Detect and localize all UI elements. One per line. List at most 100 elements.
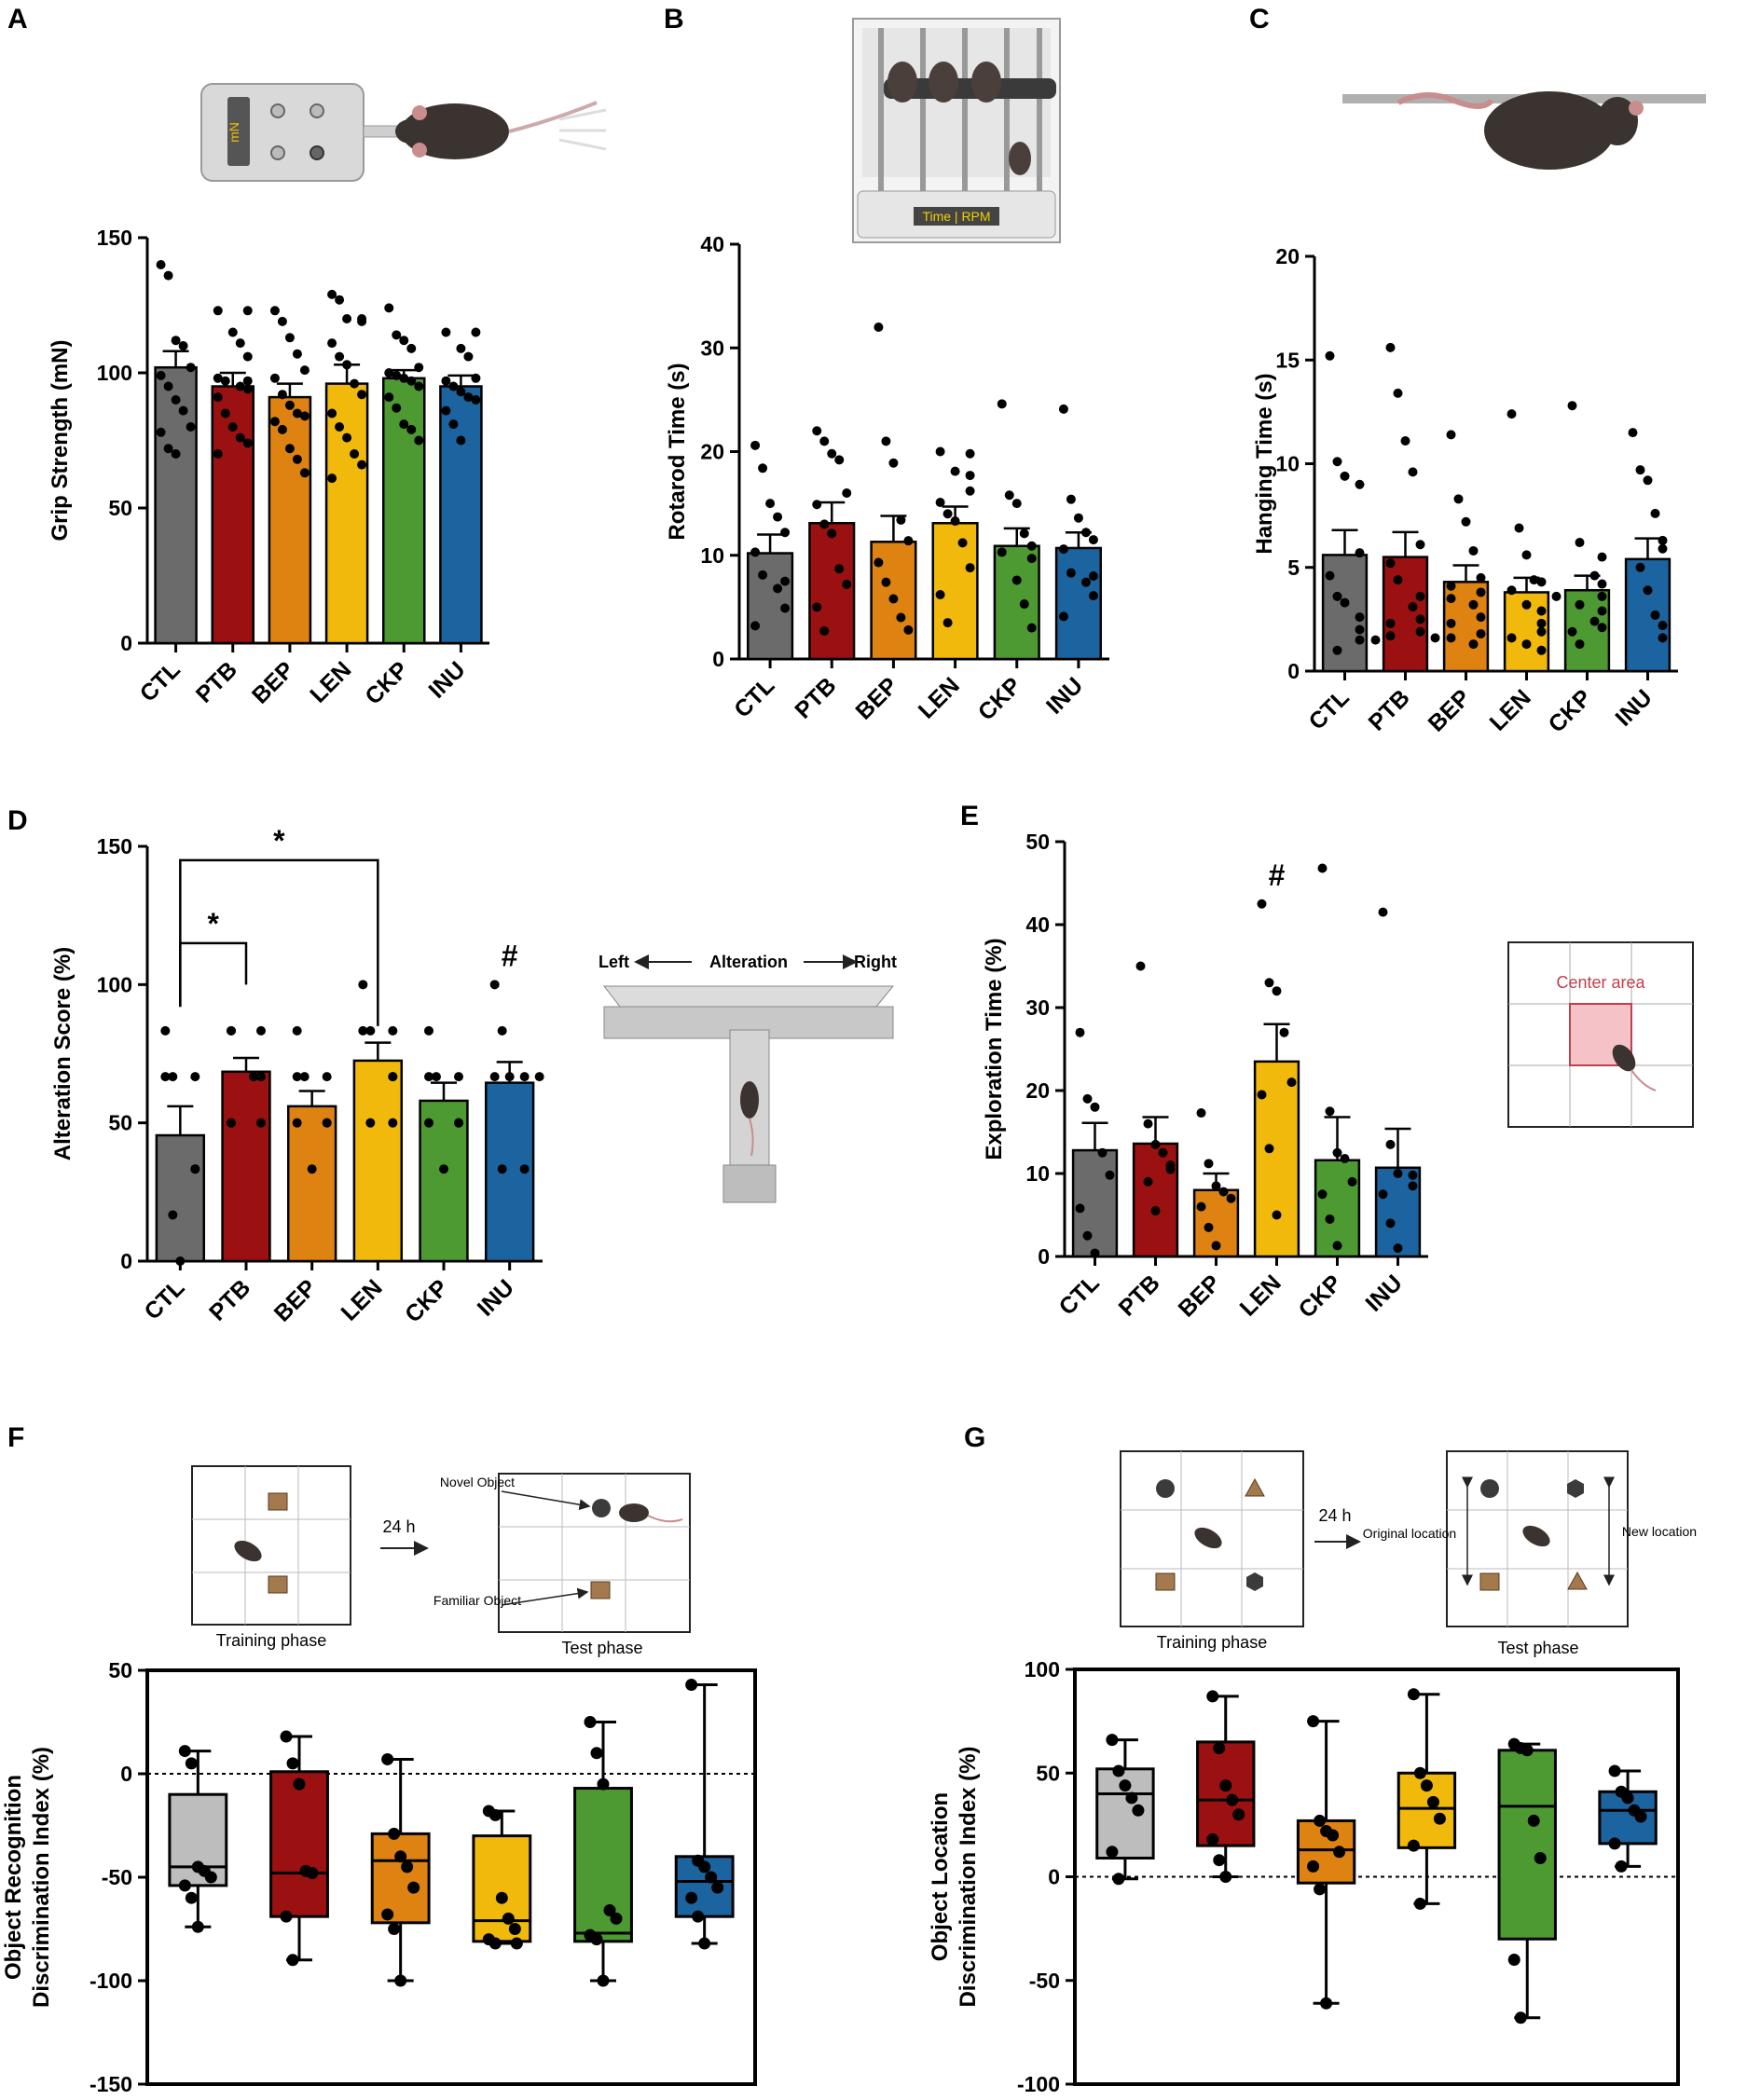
data-point <box>1615 1860 1628 1873</box>
data-point <box>903 625 914 635</box>
data-point <box>1408 1181 1418 1191</box>
data-point <box>1143 1176 1153 1187</box>
y-axis-label: Discrimination Index (%) <box>956 1746 981 2007</box>
bar-ptb <box>1382 556 1429 673</box>
y-tick-label: 0 <box>1287 659 1300 683</box>
data-point <box>1426 1795 1439 1808</box>
data-point <box>1658 633 1668 643</box>
data-point <box>392 403 402 413</box>
y-tick-label: 150 <box>97 834 132 858</box>
data-point <box>1635 562 1645 572</box>
data-point <box>1019 528 1029 539</box>
data-point <box>965 563 975 573</box>
data-point <box>1407 1839 1420 1852</box>
data-point <box>773 512 783 522</box>
data-point <box>292 408 302 419</box>
data-point <box>1355 479 1365 489</box>
data-point <box>178 1879 191 1892</box>
data-point <box>1608 1837 1621 1850</box>
y-tick-label: 50 <box>108 496 132 520</box>
data-point <box>454 1072 463 1082</box>
bar-ckp <box>419 1099 469 1263</box>
data-point <box>1527 1814 1540 1827</box>
data-point <box>220 376 230 386</box>
data-point <box>1433 1812 1446 1825</box>
rotarod-display <box>914 207 999 226</box>
data-point <box>242 351 253 362</box>
data-point <box>327 474 337 484</box>
data-point <box>603 1904 616 1917</box>
y-tick-label: 0 <box>120 1762 132 1786</box>
data-point <box>827 528 837 539</box>
data-point <box>204 1871 217 1884</box>
data-point <box>399 373 409 383</box>
data-point <box>220 408 230 419</box>
data-point <box>1589 616 1600 626</box>
data-point <box>1075 1203 1085 1214</box>
bar-inu <box>1624 557 1672 673</box>
significance-bracket <box>179 941 248 1008</box>
data-point <box>1468 639 1479 650</box>
x-tick-label: CKP <box>1294 1270 1347 1323</box>
data-point <box>1019 599 1029 610</box>
data-point <box>178 1745 191 1758</box>
data-point <box>1264 978 1274 988</box>
data-point <box>1158 1147 1168 1158</box>
data-point <box>1150 1139 1161 1149</box>
data-point <box>269 373 280 383</box>
y-axis-label: Rotarod Time (s) <box>665 363 690 540</box>
olt-new-label: New location <box>1622 1524 1697 1539</box>
data-point <box>1317 863 1328 873</box>
bar-inu <box>439 385 483 645</box>
data-point <box>471 327 481 337</box>
data-point <box>1476 628 1486 638</box>
bar-ctl <box>155 1133 206 1263</box>
data-point <box>1393 575 1403 585</box>
data-point <box>1332 645 1342 655</box>
x-tick-label: PTB <box>790 672 841 723</box>
data-point <box>292 1025 302 1036</box>
data-point <box>1385 1218 1396 1228</box>
data-point <box>213 392 223 403</box>
data-point <box>471 373 481 383</box>
y-tick-label: 50 <box>108 1111 132 1135</box>
x-tick-label: CTL <box>1304 684 1355 734</box>
data-point <box>1105 1170 1115 1180</box>
data-point <box>1340 597 1350 608</box>
data-point <box>1314 1883 1327 1896</box>
data-point <box>1446 618 1456 628</box>
mouse-icon <box>619 1503 649 1522</box>
data-point <box>357 460 367 470</box>
bar-inu <box>1374 1166 1422 1258</box>
data-point <box>256 1025 266 1036</box>
data-point <box>1213 1742 1226 1755</box>
data-point <box>1347 1176 1357 1187</box>
rotarod-display-label: Time | RPM <box>922 209 990 224</box>
data-point <box>1575 639 1585 650</box>
data-point <box>1135 961 1146 971</box>
data-point <box>1628 428 1638 438</box>
data-point <box>1004 490 1014 501</box>
data-point <box>495 1891 508 1904</box>
data-point <box>1393 1243 1403 1254</box>
y-tick-label: -50 <box>1029 1969 1060 1993</box>
data-point <box>705 1871 718 1884</box>
data-point <box>942 509 953 519</box>
bar-ckp <box>1314 1159 1361 1258</box>
data-point <box>407 1881 420 1894</box>
data-point <box>392 370 402 380</box>
data-point <box>235 381 245 391</box>
data-point <box>750 621 761 631</box>
x-tick-label: LEN <box>1485 684 1536 735</box>
data-point <box>388 1118 398 1128</box>
data-point <box>1393 388 1403 398</box>
y-axis-label: Alteration Score (%) <box>50 947 76 1160</box>
data-point <box>292 1118 302 1128</box>
data-point <box>1314 1814 1327 1827</box>
data-point <box>1650 610 1660 620</box>
x-tick-label: CKP <box>1544 684 1597 737</box>
data-point <box>299 365 310 376</box>
y-tick-label: 20 <box>700 440 724 464</box>
data-point <box>1317 1189 1328 1200</box>
data-point <box>874 557 884 568</box>
